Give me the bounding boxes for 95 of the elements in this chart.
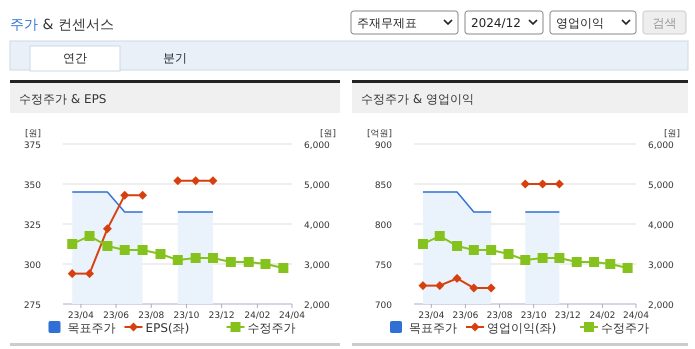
point (85, 269, 94, 278)
legend-label: EPS(좌) (146, 321, 190, 335)
y-tick-label: 700 (374, 301, 392, 311)
point (226, 257, 236, 267)
point (67, 239, 78, 249)
point (520, 180, 530, 188)
x-tick-label: 24/02 (244, 311, 270, 321)
text: 주재무제표 (357, 16, 417, 30)
point (452, 241, 462, 251)
text: 검색 (652, 16, 676, 30)
x-tick-label: 23/08 (486, 311, 513, 321)
point (208, 176, 218, 186)
x-tick-label: 23/12 (208, 311, 235, 321)
point (173, 176, 182, 186)
point (120, 245, 130, 255)
legend-label: 영업이익(좌) (487, 321, 556, 335)
point (102, 224, 112, 234)
legend-label: 수정주가 (601, 321, 649, 335)
point (244, 257, 254, 267)
y2-tick-label: 5,000 (648, 181, 674, 191)
x-tick-label: 23/10 (520, 311, 547, 321)
x-tick-label: 24/04 (279, 311, 306, 321)
x-tick-label: 24/04 (623, 311, 650, 321)
x-tick-label: 23/08 (138, 311, 164, 321)
y2-tick-label: 4,000 (648, 221, 674, 231)
y2-tick-label: 5,000 (304, 181, 330, 191)
y2-tick-label: 6,000 (648, 141, 674, 151)
y2-tick-label: 3,000 (648, 261, 674, 271)
point (208, 253, 218, 263)
y-tick-label: 750 (374, 261, 392, 271)
point (538, 253, 548, 263)
y-tick-label: 850 (374, 181, 392, 191)
point (469, 284, 478, 292)
point (622, 263, 633, 273)
point (172, 255, 183, 265)
legend-label: 목표주가 (409, 321, 457, 335)
x-tick-label: 24/02 (589, 311, 616, 321)
point (605, 259, 616, 269)
point (434, 231, 445, 241)
y-tick-label: 300 (24, 261, 42, 271)
x-tick-label: 23/10 (173, 311, 200, 321)
x-tick-label: 23/04 (68, 311, 94, 321)
text: 연간 (63, 51, 87, 65)
text: 2024/12 (471, 16, 521, 30)
point (68, 269, 77, 278)
point (538, 180, 548, 188)
x-tick-label: 23/06 (452, 311, 479, 321)
point (589, 257, 600, 267)
y-axis-title: [원] (24, 129, 41, 139)
x-tick-label: 23/06 (103, 311, 130, 321)
y-tick-label: 275 (24, 301, 41, 311)
y2-tick-label: 3,000 (304, 261, 330, 271)
point (486, 284, 496, 292)
legend-label: 목표주가 (68, 321, 116, 335)
y-tick-label: 900 (374, 141, 392, 151)
x-tick-label: 23/04 (418, 311, 445, 321)
y-tick-label: 375 (24, 141, 41, 151)
chart-title: 수정주가 & 영업이익 (361, 92, 474, 106)
point (102, 241, 112, 251)
legend-label: 수정주가 (248, 321, 296, 335)
point (418, 281, 428, 290)
point (260, 259, 270, 269)
point (520, 255, 530, 265)
point (138, 245, 148, 255)
y2-axis-title: [원] (664, 129, 680, 139)
point (554, 180, 564, 188)
chart-title: 수정주가 & EPS (19, 92, 106, 106)
y-tick-label: 800 (374, 221, 392, 231)
point (554, 253, 564, 263)
point (191, 176, 200, 186)
point (504, 249, 514, 259)
x-tick-label: 23/12 (554, 311, 581, 321)
point (120, 190, 130, 200)
point (155, 249, 166, 259)
point (418, 239, 428, 249)
y-axis-title: [억원] (366, 129, 392, 139)
text: 주가 & 컨센서스 (10, 17, 114, 33)
point (486, 245, 496, 255)
point (572, 257, 582, 267)
y2-tick-label: 4,000 (304, 221, 330, 231)
y2-tick-label: 6,000 (304, 141, 330, 151)
point (190, 253, 201, 263)
text: 영업이익 (556, 16, 604, 30)
point (278, 263, 288, 273)
y2-tick-label: 2,000 (648, 301, 674, 311)
y2-axis-title: [원] (320, 129, 336, 139)
point (84, 231, 95, 241)
point (435, 281, 444, 290)
point (452, 274, 462, 283)
y-tick-label: 350 (24, 181, 42, 191)
point (468, 245, 479, 255)
point (138, 190, 148, 200)
y2-tick-label: 2,000 (304, 301, 330, 311)
text: 분기 (163, 51, 187, 65)
y-tick-label: 325 (24, 221, 41, 231)
